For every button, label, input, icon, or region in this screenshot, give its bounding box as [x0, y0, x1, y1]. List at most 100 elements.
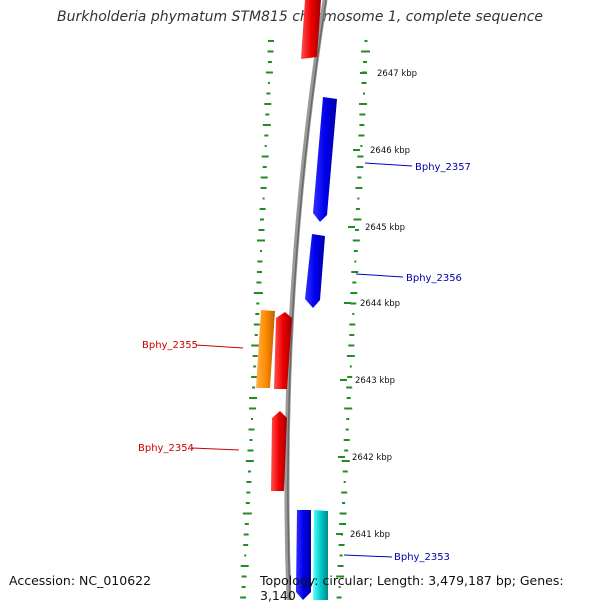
gc-dot	[264, 103, 272, 105]
gene-feature-red-2355b	[274, 312, 292, 389]
gc-dot	[255, 313, 260, 315]
gc-dot	[256, 271, 262, 273]
gene-features	[256, 0, 337, 600]
gc-dot	[357, 197, 360, 200]
gc-dot	[267, 50, 274, 53]
gc-dot	[267, 61, 272, 63]
scale-ticks: 2647 kbp 2646 kbp 2645 kbp 2644 kbp 2643…	[336, 69, 417, 540]
gc-dot	[341, 460, 350, 462]
gc-dot	[261, 155, 269, 158]
gc-dot	[356, 166, 364, 168]
gc-dot	[256, 302, 260, 305]
gc-dot	[339, 512, 347, 515]
gc-dot	[343, 439, 350, 441]
gc-dot	[361, 82, 367, 84]
gc-dot	[348, 344, 355, 347]
gc-dot	[357, 176, 362, 179]
gc-dot	[258, 229, 265, 231]
gc-dot	[358, 134, 365, 137]
gc-dot	[351, 271, 359, 273]
gc-dot	[364, 40, 368, 42]
gc-dot	[253, 323, 260, 326]
gc-dot	[349, 323, 356, 326]
gc-dot	[266, 92, 271, 95]
gc-dot	[245, 502, 250, 504]
gc-dot	[249, 439, 253, 441]
gc-dot	[359, 124, 365, 126]
gc-dot	[243, 544, 249, 546]
tick-label: 2642 kbp	[352, 453, 392, 463]
gc-dot	[251, 418, 253, 420]
gc-dot	[252, 386, 256, 389]
gc-dot	[240, 596, 247, 599]
gene-label-bphy-2354[interactable]: Bphy_2354	[138, 443, 194, 454]
gc-dot	[245, 460, 254, 462]
gc-dot	[339, 554, 343, 557]
gc-dot	[347, 376, 353, 378]
gc-dot	[350, 292, 358, 294]
gc-dot	[352, 239, 360, 242]
gene-label-bphy-2353[interactable]: Bphy_2353	[394, 552, 450, 563]
gc-dot	[336, 596, 342, 599]
gc-dot	[349, 334, 355, 336]
gene-feature-bphy-2354	[271, 411, 287, 491]
topology-label: Topology: circular; Length: 3,479,187 bp…	[260, 573, 564, 603]
gc-dot	[343, 481, 346, 483]
gc-dot	[262, 197, 265, 200]
gc-dot	[251, 344, 261, 347]
gc-dot	[352, 281, 357, 284]
gc-dot	[248, 428, 255, 431]
gc-dot	[262, 166, 267, 168]
gc-dot	[359, 103, 367, 105]
gc-dot	[247, 470, 251, 473]
gc-dot	[257, 260, 263, 263]
gene-label-bphy-2357[interactable]: Bphy_2357	[415, 162, 471, 173]
gc-dot	[253, 292, 263, 294]
gc-dot	[249, 397, 258, 399]
gc-dot	[246, 491, 251, 494]
tick-label: 2644 kbp	[360, 299, 400, 309]
gc-dot	[350, 302, 357, 305]
gc-dot	[359, 113, 366, 116]
gc-dot	[257, 239, 265, 242]
tick-label: 2646 kbp	[370, 146, 410, 156]
gc-dot	[345, 428, 349, 431]
gc-dot	[267, 82, 270, 84]
gc-dot	[265, 113, 270, 116]
gc-dot	[357, 155, 364, 158]
gene-label-bphy-2355[interactable]: Bphy_2355	[142, 340, 198, 351]
tick-label: 2647 kbp	[377, 69, 417, 79]
gc-dot	[363, 92, 365, 95]
gc-dot	[354, 229, 359, 231]
gc-dot	[346, 386, 353, 389]
accession-label: Accession: NC_010622	[9, 573, 152, 588]
gc-dot	[355, 208, 360, 210]
gc-dot	[249, 407, 257, 410]
gc-dot	[346, 355, 355, 357]
gene-feature-top-red	[301, 0, 321, 59]
gc-dot	[360, 145, 363, 147]
gene-feature-bphy-2356	[305, 234, 325, 308]
gc-dot	[346, 418, 350, 420]
gc-dot	[349, 365, 352, 368]
gc-dot	[344, 407, 353, 410]
gc-dot	[252, 355, 258, 357]
gc-dot	[354, 260, 357, 263]
gc-dot	[338, 544, 345, 546]
gc-dot	[244, 554, 247, 557]
gc-dot	[352, 313, 355, 315]
gc-dot	[260, 187, 267, 189]
gc-dot	[353, 250, 358, 252]
gc-dot	[338, 586, 341, 588]
gc-dot	[247, 449, 254, 452]
gene-label-bphy-2356[interactable]: Bphy_2356	[406, 273, 462, 284]
gc-dot	[241, 586, 246, 588]
gc-dot	[260, 176, 268, 179]
gene-feature-bphy-2355	[256, 310, 275, 388]
gc-dot	[256, 281, 262, 284]
gc-dot	[363, 61, 367, 63]
gc-dot	[355, 187, 363, 189]
map-title: Burkholderia phymatum STM815 chromosome …	[56, 9, 543, 25]
gc-dot	[337, 565, 344, 567]
